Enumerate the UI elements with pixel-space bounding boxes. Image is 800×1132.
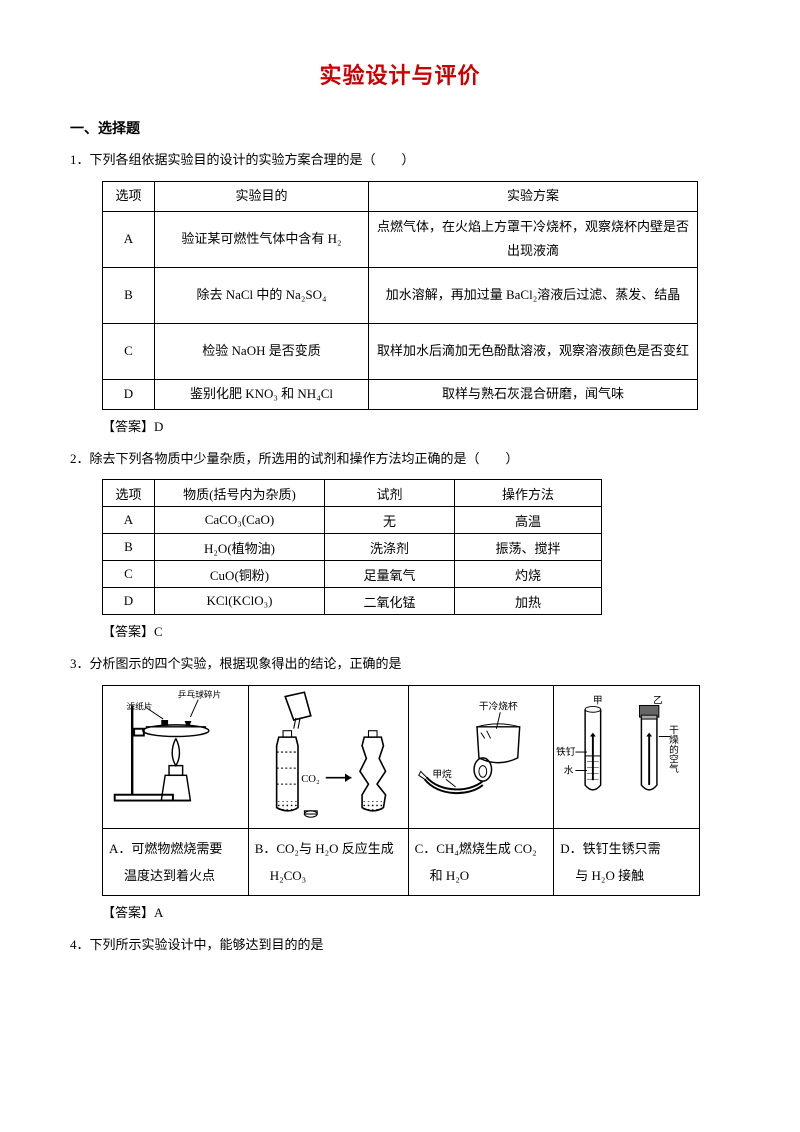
label: 干燥的空气 (667, 725, 679, 774)
caption-a: A．可燃物燃烧需要 温度达到着火点 (103, 828, 249, 896)
answer-2: 【答案】C (102, 621, 730, 640)
cell: 验证某可燃性气体中含有 H₂ (155, 211, 369, 267)
cell: 实验目的 (155, 181, 369, 211)
table-row: B 除去 NaCl 中的 Na₂SO₄ 加水溶解，再加过量 BaCl₂溶液后过滤… (103, 267, 698, 323)
cell: 检验 NaOH 是否变质 (155, 323, 369, 379)
cell: 选项 (103, 181, 155, 211)
cell: 点燃气体，在火焰上方罩干冷烧杯，观察烧杯内壁是否出现液滴 (369, 211, 698, 267)
table-q2: 选项 物质(括号内为杂质) 试剂 操作方法 A CaCO₃(CaO) 无 高温 … (102, 479, 602, 615)
cell: 洗涤剂 (325, 534, 455, 561)
cell: 高温 (455, 507, 602, 534)
test-tubes-icon: 甲 乙 铁钉 (556, 688, 697, 809)
experiment-c-figure: 干冷烧杯 甲烷 (408, 686, 554, 829)
table-row: D 鉴别化肥 KNO₃ 和 NH₄Cl 取样与熟石灰混合研磨，闻气味 (103, 379, 698, 409)
question-2: 2．除去下列各物质中少量杂质，所选用的试剂和操作方法均正确的是（ ） (70, 447, 730, 472)
cell: B (103, 534, 155, 561)
cap-line: D．铁钉生锈只需 (560, 841, 660, 856)
table-row: C 检验 NaOH 是否变质 取样加水后滴加无色酚酞溶液，观察溶液颜色是否变红 (103, 323, 698, 379)
cell: 操作方法 (455, 480, 602, 507)
question-3: 3．分析图示的四个实验，根据现象得出的结论，正确的是 (70, 652, 730, 677)
cell: 试剂 (325, 480, 455, 507)
stand-burner-icon: 滤纸片 乒乓球碎片 (105, 688, 246, 809)
experiment-d-figure: 甲 乙 铁钉 (554, 686, 700, 829)
table-row: D KCl(KClO₃) 二氧化锰 加热 (103, 588, 602, 615)
cell: D (103, 379, 155, 409)
table-q3: 滤纸片 乒乓球碎片 (102, 685, 700, 896)
cap-line: B．CO₂与 H₂O 反应生成 (255, 841, 394, 856)
cell: 鉴别化肥 KNO₃ 和 NH₄Cl (155, 379, 369, 409)
cell: C (103, 561, 155, 588)
cap-line: 与 H₂O 接触 (560, 868, 644, 883)
cap-line: A．可燃物燃烧需要 (109, 841, 222, 856)
label: 铁钉 (556, 745, 576, 758)
cell: 无 (325, 507, 455, 534)
cell: 二氧化锰 (325, 588, 455, 615)
answer-1: 【答案】D (102, 416, 730, 435)
table-row: A．可燃物燃烧需要 温度达到着火点 B．CO₂与 H₂O 反应生成 H₂CO₃ … (103, 828, 700, 896)
cell: B (103, 267, 155, 323)
cell: A (103, 507, 155, 534)
table-row: A 验证某可燃性气体中含有 H₂ 点燃气体，在火焰上方罩干冷烧杯，观察烧杯内壁是… (103, 211, 698, 267)
cell: 加水溶解，再加过量 BaCl₂溶液后过滤、蒸发、结晶 (369, 267, 698, 323)
label: 水 (564, 764, 574, 776)
table-row: A CaCO₃(CaO) 无 高温 (103, 507, 602, 534)
experiment-b-figure: CO₂ (248, 686, 408, 829)
question-4: 4．下列所示实验设计中，能够达到目的的是 (70, 933, 730, 958)
cell: A (103, 211, 155, 267)
cell: CuO(铜粉) (155, 561, 325, 588)
label: 甲 (593, 696, 603, 707)
cell: 灼烧 (455, 561, 602, 588)
caption-c: C．CH₄燃烧生成 CO₂ 和 H₂O (408, 828, 554, 896)
cell: KCl(KClO₃) (155, 588, 325, 615)
table-row: B H₂O(植物油) 洗涤剂 振荡、搅拌 (103, 534, 602, 561)
table-row: 选项 物质(括号内为杂质) 试剂 操作方法 (103, 480, 602, 507)
answer-3: 【答案】A (102, 902, 730, 921)
cell: C (103, 323, 155, 379)
cap-line: 和 H₂O (415, 868, 470, 883)
table-q1: 选项 实验目的 实验方案 A 验证某可燃性气体中含有 H₂ 点燃气体，在火焰上方… (102, 181, 698, 410)
table-row: C CuO(铜粉) 足量氧气 灼烧 (103, 561, 602, 588)
question-1: 1．下列各组依据实验目的设计的实验方案合理的是（ ） (70, 148, 730, 173)
cap-line: 温度达到着火点 (109, 868, 215, 883)
table-row: 选项 实验目的 实验方案 (103, 181, 698, 211)
cap-line: H₂CO₃ (255, 868, 307, 883)
page-title: 实验设计与评价 (70, 58, 730, 90)
cell: 足量氧气 (325, 561, 455, 588)
bottles-co2-icon: CO₂ (251, 688, 406, 822)
cell: CaCO₃(CaO) (155, 507, 325, 534)
cell: H₂O(植物油) (155, 534, 325, 561)
flask-flame-icon: 干冷烧杯 甲烷 (411, 688, 552, 809)
label: 干冷烧杯 (479, 699, 518, 712)
label: 甲烷 (432, 767, 452, 780)
caption-d: D．铁钉生锈只需 与 H₂O 接触 (554, 828, 700, 896)
cell: 取样加水后滴加无色酚酞溶液，观察溶液颜色是否变红 (369, 323, 698, 379)
cell: 加热 (455, 588, 602, 615)
caption-b: B．CO₂与 H₂O 反应生成 H₂CO₃ (248, 828, 408, 896)
cell: 取样与熟石灰混合研磨，闻气味 (369, 379, 698, 409)
section-heading: 一、选择题 (70, 118, 730, 138)
cell: 物质(括号内为杂质) (155, 480, 325, 507)
label: 乒乓球碎片 (178, 689, 222, 700)
label: 乙 (653, 695, 663, 707)
experiment-a-figure: 滤纸片 乒乓球碎片 (103, 686, 249, 829)
table-row: 滤纸片 乒乓球碎片 (103, 686, 700, 829)
cell: 除去 NaCl 中的 Na₂SO₄ (155, 267, 369, 323)
cell: 实验方案 (369, 181, 698, 211)
cell: D (103, 588, 155, 615)
cell: 振荡、搅拌 (455, 534, 602, 561)
label: CO₂ (301, 773, 320, 785)
cap-line: C．CH₄燃烧生成 CO₂ (415, 841, 537, 856)
cell: 选项 (103, 480, 155, 507)
